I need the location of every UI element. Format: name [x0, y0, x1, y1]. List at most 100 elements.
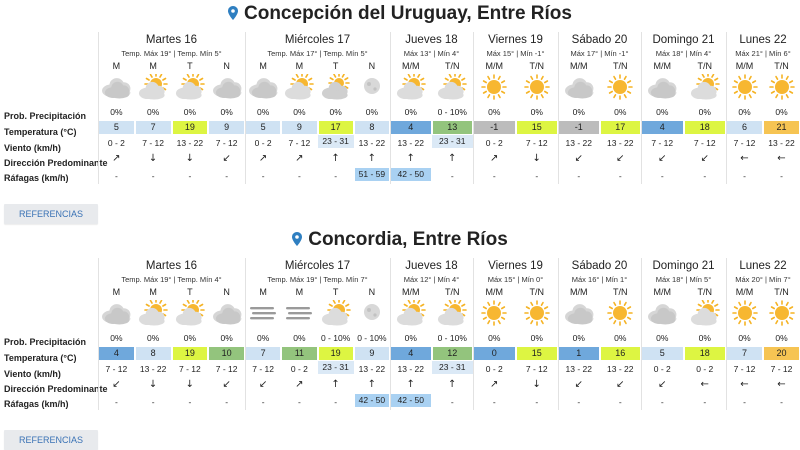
day-min-max: Máx 15° | Mín 0°: [487, 275, 544, 284]
weather-sun-icon: [765, 74, 799, 100]
map-pin-icon: [228, 4, 238, 20]
gust-value: -: [492, 171, 496, 181]
temp-value: 1: [559, 347, 599, 360]
weather-night-icon: [355, 74, 389, 100]
precip-value: 0%: [488, 333, 501, 343]
arrow-up-right-icon: ↗: [490, 379, 499, 390]
day-min-max: Máx 17° | Mín -1°: [570, 49, 629, 58]
period-label: M: [259, 61, 267, 71]
precip-value: 0%: [488, 107, 501, 117]
arrow-up-icon: ↑: [331, 153, 340, 164]
temp-value: 12: [432, 347, 472, 360]
references-button[interactable]: REFERENCIAS: [4, 430, 98, 450]
wind-value: 7 - 12: [525, 364, 548, 374]
temp-value: 5: [642, 347, 683, 360]
gust-value: -: [780, 171, 783, 181]
day-min-max: Máx 20° | Mín 7°: [735, 275, 791, 284]
weather-cloud-icon: [99, 74, 133, 100]
period-label: T/N: [774, 61, 789, 71]
temp-value: 4: [391, 347, 431, 360]
forecast-block: Concordia, Entre Ríos Prob. Precipitación…: [0, 226, 800, 450]
temp-value: 9: [354, 347, 389, 360]
wind-value: 13 - 22: [358, 138, 386, 148]
wind-value: 7 - 12: [651, 138, 674, 148]
temp-value: 4: [99, 347, 134, 360]
gust-value: -: [450, 397, 454, 407]
gust-value: -: [743, 171, 746, 181]
references-button[interactable]: REFERENCIAS: [4, 204, 98, 224]
gust-value: -: [743, 397, 746, 407]
weather-sun-icon: [603, 74, 637, 100]
weather-fog-icon: [246, 300, 280, 326]
weather-partly-icon: [435, 72, 469, 100]
precip-value: 0%: [656, 107, 669, 117]
wind-value: 7 - 12: [142, 138, 164, 148]
gust-value: -: [225, 171, 229, 181]
precip-value: 0%: [256, 107, 270, 117]
wind-value: 0 - 2: [107, 138, 125, 148]
column-divider: [390, 258, 391, 410]
precip-value: 0%: [775, 333, 788, 343]
precip-value: 0 - 10%: [320, 333, 351, 343]
wind-value: 0 - 2: [485, 138, 503, 148]
arrow-up-icon: ↑: [367, 379, 377, 390]
precip-value: 0%: [530, 107, 543, 117]
precip-value: 0%: [404, 107, 417, 117]
gust-value: 42 - 50: [391, 394, 431, 407]
arrow-down-icon: ↓: [148, 379, 158, 390]
precip-value: 0%: [329, 107, 342, 117]
period-label: T: [332, 61, 339, 71]
wind-value: 23 - 31: [431, 135, 473, 148]
day-min-max: Máx 21° | Mín 6°: [735, 49, 791, 58]
arrow-up-right-icon: ↗: [258, 153, 268, 164]
wind-value: 7 - 12: [252, 364, 274, 374]
precip-value: 0%: [775, 107, 788, 117]
gust-value: -: [703, 397, 707, 407]
wind-value: 13 - 22: [607, 138, 634, 148]
period-label: T/N: [697, 61, 713, 71]
period-label: M/M: [402, 287, 420, 297]
arrow-down-left-icon: ↙: [616, 379, 625, 390]
period-label: M/M: [653, 287, 672, 297]
arrow-down-left-icon: ↙: [658, 153, 667, 164]
weather-partly-icon: [173, 298, 207, 326]
arrow-up-icon: ↑: [367, 153, 377, 164]
day-min-max: Máx 16° | Mín 1°: [571, 275, 628, 284]
precip-value: 0%: [738, 333, 751, 343]
period-label: N: [368, 61, 376, 71]
precip-value: 0%: [404, 333, 417, 343]
arrow-up-icon: ↑: [406, 379, 415, 390]
wind-value: 7 - 12: [215, 138, 238, 148]
wind-value: 7 - 12: [525, 138, 548, 148]
wind-value: 13 - 22: [397, 364, 424, 374]
period-label: M/M: [570, 287, 588, 297]
row-label: Dirección Predominante: [4, 158, 108, 168]
gust-value: -: [188, 171, 192, 181]
gust-value: 42 - 50: [354, 394, 389, 407]
precip-value: 0%: [183, 333, 197, 343]
period-label: M: [112, 61, 121, 71]
arrow-down-icon: ↓: [185, 153, 195, 164]
location-title: Concordia, Entre Ríos: [0, 229, 800, 251]
day-header: Martes 16: [145, 260, 198, 272]
period-label: M: [149, 61, 157, 71]
temp-value: 9: [282, 121, 317, 134]
weather-partly-icon: [173, 72, 207, 100]
temp-value: 20: [764, 347, 799, 360]
day-header: Martes 16: [145, 34, 198, 46]
gust-value: -: [334, 171, 338, 181]
weather-cloud-icon: [562, 300, 596, 326]
wind-value: 13 - 22: [565, 364, 592, 374]
arrow-up-icon: ↑: [406, 153, 415, 164]
row-label: Ráfagas (km/h): [4, 173, 69, 183]
arrow-up-icon: ↑: [448, 153, 457, 164]
wind-value: 7 - 12: [693, 138, 716, 148]
wind-value: 7 - 12: [179, 364, 201, 374]
gust-value: -: [577, 171, 581, 181]
precip-value: 0%: [146, 333, 160, 343]
temp-value: 4: [391, 121, 431, 134]
map-pin-icon: [292, 230, 303, 246]
wind-value: 7 - 12: [288, 138, 311, 148]
gust-value: -: [151, 171, 155, 181]
day-header: Lunes 22: [739, 260, 787, 272]
